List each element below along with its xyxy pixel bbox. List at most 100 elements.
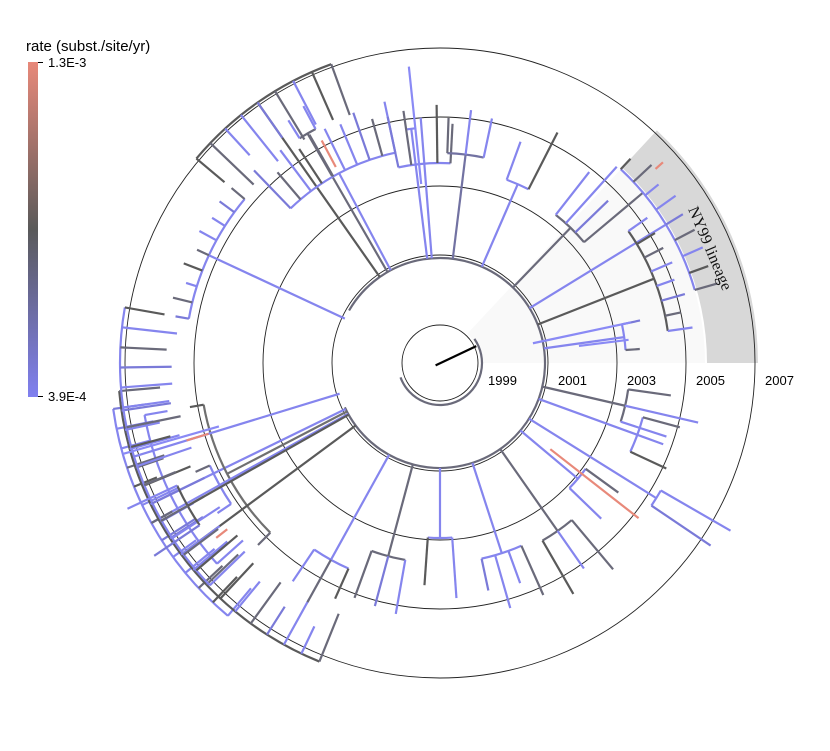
tree-tip-branch [253,169,292,210]
tree-stem-branch [451,154,467,259]
tree-clade-arc [289,151,396,210]
tree-stem-branch [537,277,655,326]
tree-tip-branch [554,171,591,216]
year-label-2001: 2001 [558,373,587,388]
tree-tip-branch [682,246,704,258]
tree-tip-branch [227,587,252,617]
tree-tip-branch [282,598,311,646]
tree-stem-branch [410,128,429,259]
tree-tip-branch [660,489,732,532]
long-tip-branch [532,321,631,345]
tree-tip-branch [224,127,251,157]
tree-tip-branch [141,486,179,507]
tree-tip-branch [216,503,232,514]
tree-clade-arc [176,485,201,526]
tree-tip-branch [373,555,390,607]
tree-tip-branch [175,315,190,320]
tree-tip-branch [446,117,450,154]
tree-tip-branch [211,216,226,227]
year-label-2003: 2003 [627,373,656,388]
tree-tip-branch [119,386,161,393]
tree-stem-branch [150,412,349,524]
tree-tip-branch [568,487,602,520]
tree-stem-branch [187,413,350,507]
tree-tip-branch [172,296,193,304]
tree-tip-branch [195,534,239,572]
tree-tip-branch [212,576,238,604]
tree-tip-branch [688,265,709,274]
tree-tip-branch [402,110,413,166]
tree-tip-branch [318,613,340,662]
tree-tip-branch [234,580,261,613]
year-label-2007: 2007 [765,373,794,388]
tree-tip-branch [240,114,279,162]
tree-tip-branch [183,262,203,272]
tree-clade-arc [629,417,644,453]
tree-tip-branch [330,63,351,116]
tree-tip-branch [636,433,664,446]
tree-tip-branch [160,504,189,522]
tree-tip-branch [323,128,346,171]
tree-tip-branch [130,435,171,448]
tree-tip-branch [574,199,609,234]
tree-tip-branch [482,118,494,158]
tree-clade-arc [447,152,484,159]
tree-tip-branch [694,282,718,292]
tree-tip-branch [257,531,272,546]
tree-stem-branch [528,417,657,500]
tree-clade-arc [555,213,585,243]
tree-tip-branch [249,581,282,625]
mid-backbone-arc [343,256,547,470]
tree-tip-branch [300,625,316,655]
year-label-1999: 1999 [488,373,517,388]
tree-tip-branch [583,191,644,243]
time-ring-1999 [401,324,479,402]
tree-clade-arc [506,178,530,191]
tree-tip-branch [161,518,196,542]
tree-tip-branch [310,71,335,121]
tree-tip-branch [619,157,632,170]
tree-tip-branch [266,606,286,636]
tree-tip-branch [665,213,684,226]
tree-tip-branch [642,416,681,429]
tree-clade-arc [313,548,349,570]
tree-tip-branch [625,347,640,352]
tree-clade-arc [541,519,573,542]
tree-tip-branch [339,123,359,166]
tree-tip-branch [172,539,197,558]
legend-title: rate (subst./site/yr) [26,38,150,55]
tree-clade-arc [650,489,662,507]
tree-clade-arc [202,404,272,534]
long-tip-branch [578,338,629,348]
tree-tip-branch [541,539,575,595]
tree-tip-branch [505,141,522,181]
tree-stem-branch [208,254,346,320]
tree-tip-branch [124,421,160,432]
tree-tip-branch [308,134,335,177]
tree-tip-branch [627,388,671,397]
tree-stem-branch [538,397,638,436]
tree-tip-branch [423,537,429,586]
time-rings [124,47,756,679]
tree-tip-branch [183,528,219,556]
tree-tip-branch [122,399,170,409]
tree-tip-branch [629,450,667,470]
tree-tip-branch [302,105,317,130]
tree-tip-branch [198,230,217,242]
tree-tip-branch [655,194,677,211]
tree-clade-arc [187,198,246,319]
tree-tip-branch [624,404,699,424]
tree-stem-branch [133,392,340,458]
lineage-band [622,130,758,363]
tree-stem-branch [528,223,667,310]
tree-tip-branch [661,293,686,302]
tree-branches [112,63,732,663]
tree-tip-branch [352,112,371,161]
tree-clade-arc [481,544,522,560]
tree-tip-branch [121,402,172,412]
tree-tip-branch [667,326,693,333]
tree-tip-branch [120,346,167,351]
lineage-sector-shade [467,169,705,363]
tree-stem-branch [543,336,625,350]
